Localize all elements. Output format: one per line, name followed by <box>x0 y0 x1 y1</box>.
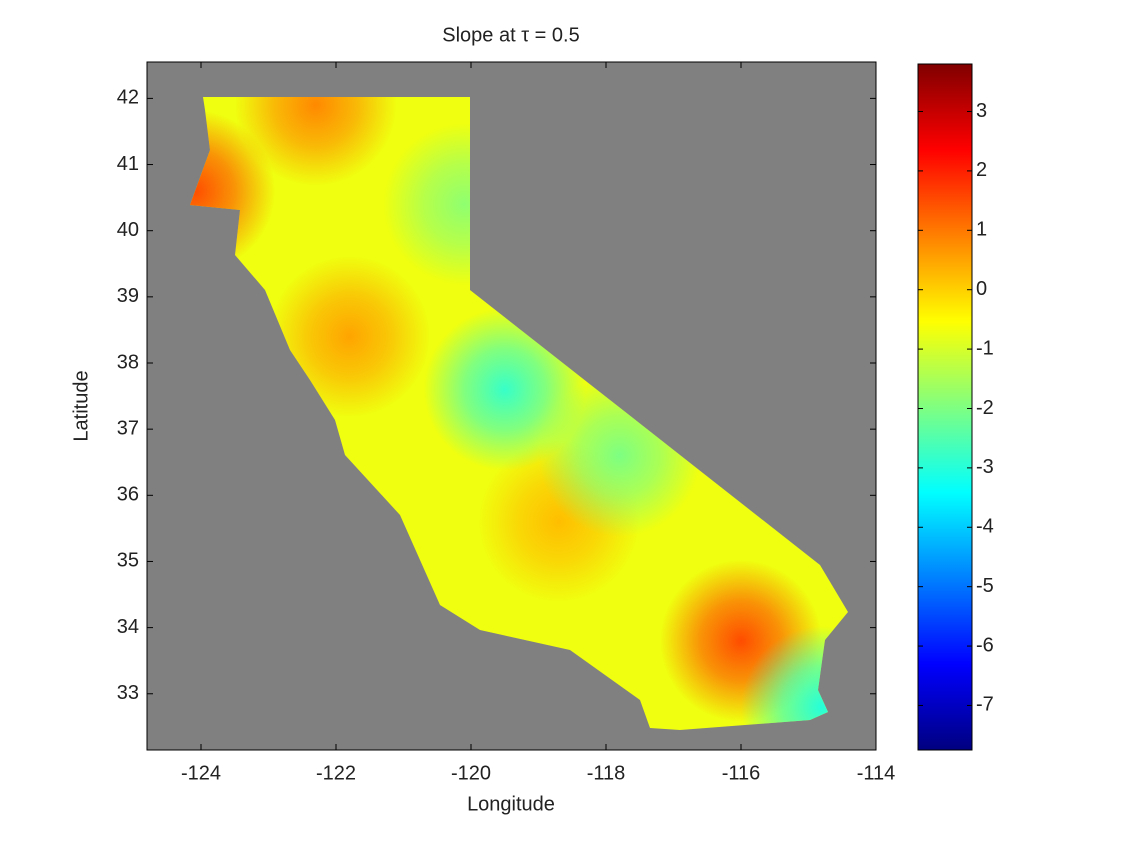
x-tick-label: -122 <box>316 762 356 784</box>
y-tick-label: 35 <box>117 550 139 572</box>
axes-box <box>146 61 877 751</box>
y-tick-label: 33 <box>117 682 139 704</box>
colorbar-tick-label: -4 <box>976 516 994 538</box>
y-tick-label: 41 <box>117 153 139 175</box>
y-tick-label: 34 <box>117 616 139 638</box>
x-axis-label: Longitude <box>467 793 555 815</box>
colorbar-tick-label: -7 <box>976 694 994 716</box>
x-tick-label: -116 <box>722 762 761 784</box>
colorbar-tick-label: -5 <box>976 575 994 597</box>
colorbar-tick-label: 2 <box>976 159 987 181</box>
y-tick-label: 36 <box>117 484 139 506</box>
y-tick-label: 39 <box>117 285 139 307</box>
hotspot <box>234 97 397 186</box>
hotspot <box>741 626 848 730</box>
colorbar-tick-label: 1 <box>976 219 987 241</box>
x-tick-label: -124 <box>181 762 221 784</box>
colorbar-tick-label: -3 <box>976 456 994 478</box>
y-tick-label: 40 <box>117 219 139 241</box>
y-tick-label: 38 <box>117 351 139 373</box>
hotspot <box>268 255 431 418</box>
colorbar-tick-label: 0 <box>976 278 987 300</box>
x-tick-label: -118 <box>587 762 626 784</box>
colorbar <box>917 63 973 751</box>
y-axis-label: Latitude <box>70 370 92 441</box>
y-tick-label: 42 <box>117 87 139 109</box>
x-tick-label: -120 <box>451 762 491 784</box>
x-tick-label: -114 <box>857 762 896 784</box>
colorbar-tick-label: 3 <box>976 100 987 122</box>
chart-title: Slope at τ = 0.5 <box>442 24 579 46</box>
colorbar-tick-label: -2 <box>976 397 994 419</box>
y-tick-label: 37 <box>117 417 139 439</box>
colorbar-tick-label: -6 <box>976 634 994 656</box>
colorbar-tick-label: -1 <box>976 337 994 359</box>
